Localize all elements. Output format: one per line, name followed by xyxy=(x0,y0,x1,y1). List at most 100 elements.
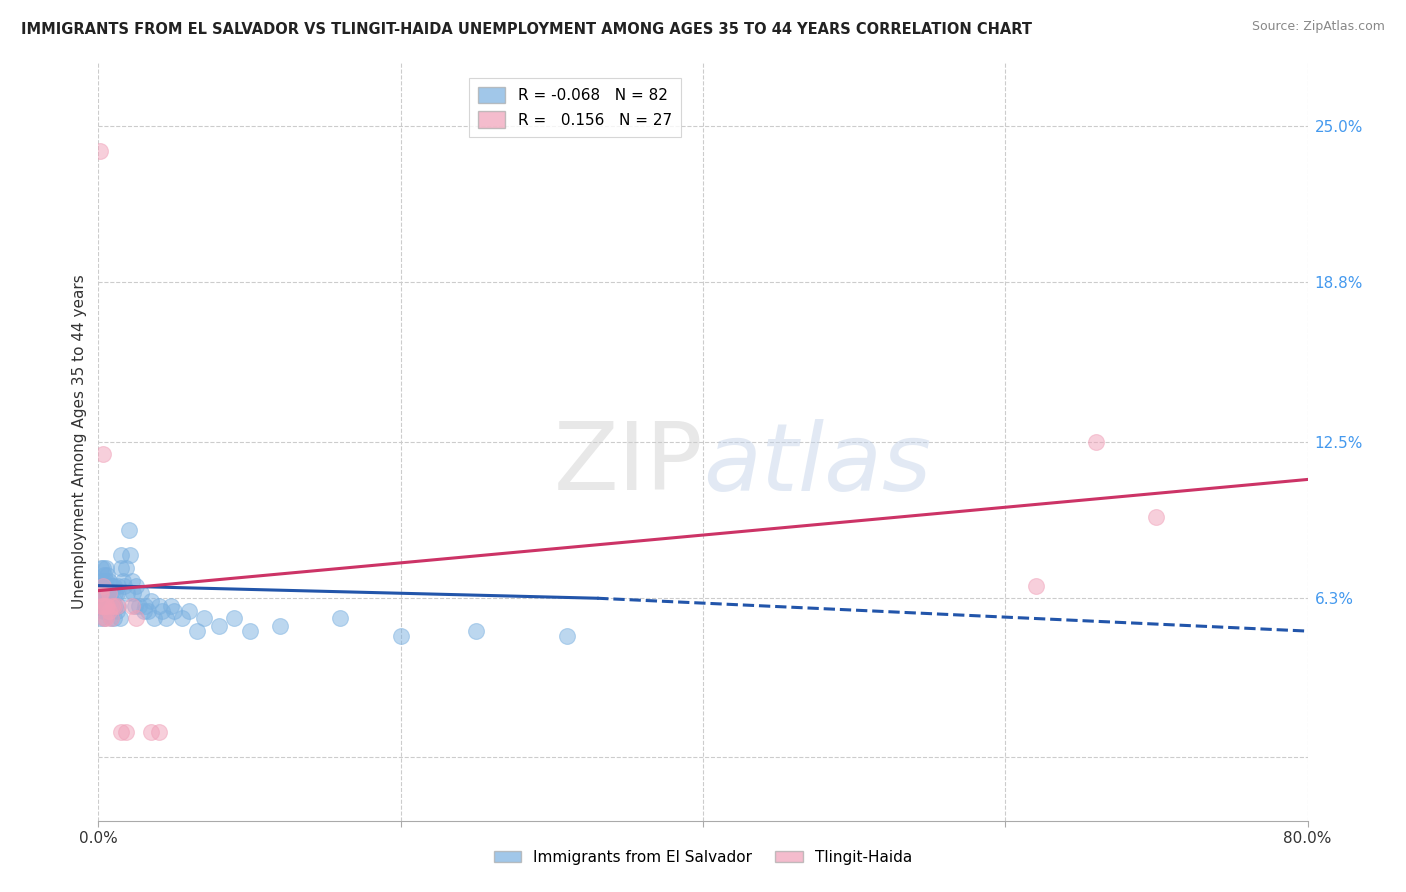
Point xyxy=(118,523,141,537)
Point xyxy=(141,594,163,608)
Point xyxy=(555,629,578,643)
Point xyxy=(121,574,143,588)
Point xyxy=(90,574,112,588)
Point xyxy=(105,604,128,618)
Point xyxy=(128,599,150,613)
Point xyxy=(90,599,112,613)
Point xyxy=(91,447,114,461)
Point xyxy=(93,611,115,625)
Point xyxy=(105,586,128,600)
Text: ZIP: ZIP xyxy=(554,418,703,510)
Point xyxy=(150,604,173,618)
Point xyxy=(93,586,115,600)
Point xyxy=(141,725,163,739)
Text: atlas: atlas xyxy=(703,418,931,510)
Point xyxy=(103,579,125,593)
Point xyxy=(105,599,128,613)
Point xyxy=(98,586,121,600)
Point xyxy=(125,611,148,625)
Point xyxy=(89,586,111,600)
Point xyxy=(100,586,122,600)
Point xyxy=(103,599,125,613)
Point xyxy=(91,594,114,608)
Point xyxy=(89,611,111,625)
Point xyxy=(134,599,156,613)
Point xyxy=(465,624,488,639)
Point xyxy=(389,629,412,643)
Point xyxy=(93,579,115,593)
Point xyxy=(94,574,117,588)
Point xyxy=(90,599,112,613)
Point xyxy=(224,611,246,625)
Point xyxy=(122,586,145,600)
Point xyxy=(96,568,118,582)
Point xyxy=(148,599,170,613)
Point xyxy=(98,574,121,588)
Legend: Immigrants from El Salvador, Tlingit-Haida: Immigrants from El Salvador, Tlingit-Hai… xyxy=(488,844,918,871)
Point xyxy=(90,561,112,575)
Point xyxy=(114,561,136,575)
Point xyxy=(96,581,118,595)
Point xyxy=(100,599,122,613)
Point xyxy=(98,594,121,608)
Point xyxy=(91,579,114,593)
Point xyxy=(90,586,112,600)
Point xyxy=(110,725,132,739)
Point xyxy=(110,561,132,575)
Point xyxy=(93,611,115,625)
Point xyxy=(96,599,118,613)
Point xyxy=(170,611,193,625)
Point xyxy=(1085,434,1108,449)
Point xyxy=(93,599,115,613)
Point xyxy=(329,611,352,625)
Point xyxy=(96,591,118,606)
Point xyxy=(104,599,127,613)
Point xyxy=(163,604,186,618)
Point xyxy=(93,599,115,613)
Point xyxy=(114,725,136,739)
Point xyxy=(94,561,117,575)
Point xyxy=(108,611,131,625)
Point xyxy=(148,725,170,739)
Y-axis label: Unemployment Among Ages 35 to 44 years: Unemployment Among Ages 35 to 44 years xyxy=(72,274,87,609)
Point xyxy=(111,574,134,588)
Point xyxy=(112,579,135,593)
Point xyxy=(96,599,118,613)
Point xyxy=(143,611,166,625)
Point xyxy=(91,574,114,588)
Text: IMMIGRANTS FROM EL SALVADOR VS TLINGIT-HAIDA UNEMPLOYMENT AMONG AGES 35 TO 44 YE: IMMIGRANTS FROM EL SALVADOR VS TLINGIT-H… xyxy=(21,22,1032,37)
Point xyxy=(1024,579,1046,593)
Point xyxy=(91,604,114,618)
Point xyxy=(136,604,159,618)
Point xyxy=(1144,510,1167,524)
Point xyxy=(101,579,124,593)
Point xyxy=(103,599,125,613)
Text: Source: ZipAtlas.com: Source: ZipAtlas.com xyxy=(1251,20,1385,33)
Point xyxy=(91,561,114,575)
Point xyxy=(107,579,129,593)
Point xyxy=(94,583,117,598)
Point xyxy=(100,611,122,625)
Point xyxy=(193,611,215,625)
Point xyxy=(90,586,112,600)
Point xyxy=(155,611,177,625)
Point xyxy=(101,594,124,608)
Point xyxy=(89,579,111,593)
Point xyxy=(94,611,117,625)
Point xyxy=(115,586,138,600)
Point xyxy=(107,599,129,613)
Point xyxy=(269,619,291,633)
Legend: R = -0.068   N = 82, R =   0.156   N = 27: R = -0.068 N = 82, R = 0.156 N = 27 xyxy=(468,78,681,137)
Point xyxy=(98,586,121,600)
Point xyxy=(160,599,183,613)
Point xyxy=(91,599,114,613)
Point xyxy=(208,619,231,633)
Point xyxy=(94,591,117,606)
Point xyxy=(179,604,201,618)
Point xyxy=(186,624,208,639)
Point xyxy=(120,548,142,563)
Point xyxy=(103,611,125,625)
Point xyxy=(101,599,124,613)
Point xyxy=(239,624,262,639)
Point xyxy=(104,586,127,600)
